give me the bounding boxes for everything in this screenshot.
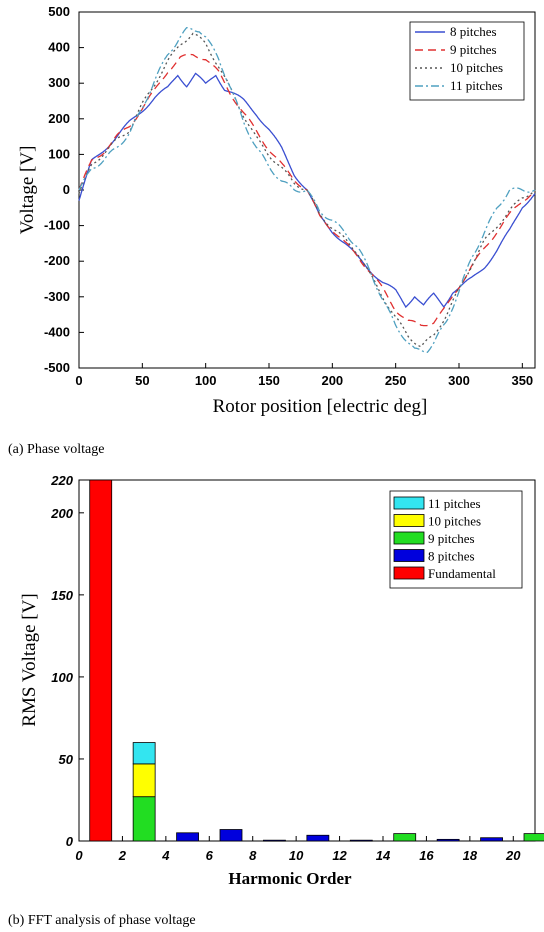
phase-voltage-series [78,27,536,353]
x-tick-label: 100 [195,373,217,388]
x-tick-label: 12 [332,848,347,863]
y-tick-label: 200 [48,111,70,126]
legend-label: 11 pitches [450,78,503,93]
bar-harmonic-7 [219,829,243,842]
fft-bars [89,479,544,842]
phase-voltage-ticks: 0 50 100 150 200 250 300 350 500 400 300 200 100 0 -10… [44,4,533,388]
caption-b: (b) FFT analysis of phase voltage [8,913,196,928]
y-tick-label: 400 [48,40,70,55]
legend-label: 8 pitches [450,24,497,39]
x-tick-label: 8 [249,848,257,863]
bar-harmonic-19 [480,837,503,842]
x-tick-label: 14 [376,848,391,863]
fft-legend: 11 pitches 10 pitches 9 pitches 8 pitches Fu… [389,490,523,589]
legend-label: 9 pitches [428,531,475,546]
x-tick-label: 350 [511,373,533,388]
x-tick-label: 2 [118,848,127,863]
legend-label: 8 pitches [428,549,475,564]
bar-harmonic-13 [349,839,373,842]
x-tick-label: 6 [206,848,214,863]
y-tick-label: 200 [50,506,73,521]
legend-swatch [393,566,425,580]
x-tick-label: 18 [463,848,478,863]
series-line-10-pitches [78,32,536,348]
y-tick-label: 220 [50,473,73,488]
legend-swatch [393,531,425,545]
x-tick-label: 10 [289,848,304,863]
x-tick-label: 16 [419,848,434,863]
bar-harmonic-9 [263,839,286,842]
caption-a: (a) Phase voltage [8,442,104,457]
x-tick-label: 50 [135,373,149,388]
legend-label: 9 pitches [450,42,497,57]
y-tick-label: 0 [66,834,74,849]
legend-label: Fundamental [428,566,496,581]
y-tick-label: 50 [59,752,74,767]
series-line-11-pitches [78,27,536,353]
x-tick-label: 250 [385,373,407,388]
fft-y-axis-label: RMS Voltage [V] [19,593,40,726]
y-tick-label: 100 [48,146,70,161]
y-tick-label: 100 [51,670,73,685]
bar-harmonic-15 [393,833,417,842]
bar-harmonic-1 [89,479,113,842]
x-tick-label: 20 [505,848,521,863]
y-tick-label: 0 [63,182,70,197]
legend-swatch [393,514,425,527]
phase-voltage-legend-box [409,21,525,101]
bar-harmonic-3 [132,763,156,798]
x-tick-label: 200 [321,373,343,388]
y-tick-label: -400 [44,324,70,339]
x-tick-label: 0 [75,373,82,388]
y-tick-label: 150 [51,588,73,603]
y-tick-label: -100 [44,218,70,233]
legend-label: 10 pitches [450,60,503,75]
bar-harmonic-21 [523,833,544,842]
phase-voltage-legend: 8 pitches 9 pitches 10 pitches 11 pitches [409,21,525,101]
x-tick-label: 4 [161,848,170,863]
legend-label: 10 pitches [428,514,481,529]
y-tick-label: -200 [44,253,70,268]
y-tick-label: -500 [44,360,70,375]
bar-harmonic-17 [436,838,460,842]
bar-harmonic-3 [132,742,156,765]
x-tick-label: 150 [258,373,280,388]
x-tick-label: 0 [75,848,83,863]
legend-swatch [393,496,425,510]
fft-x-axis-label: Harmonic Order [228,869,352,888]
legend-label: 11 pitches [428,496,481,511]
bar-harmonic-3 [132,796,156,842]
bar-harmonic-5 [176,832,199,842]
bar-harmonic-11 [306,834,330,842]
phase-voltage-y-axis-label: Voltage [V] [17,146,38,235]
phase-voltage-chart: 0 50 100 150 200 250 300 350 500 400 300 200 100 0 -10… [17,4,536,417]
y-tick-label: -300 [44,289,70,304]
y-tick-label: 300 [48,75,70,90]
y-tick-label: 500 [48,4,70,19]
legend-swatch [393,549,425,562]
x-tick-label: 300 [448,373,470,388]
phase-voltage-x-axis-label: Rotor position [electric deg] [213,396,428,417]
